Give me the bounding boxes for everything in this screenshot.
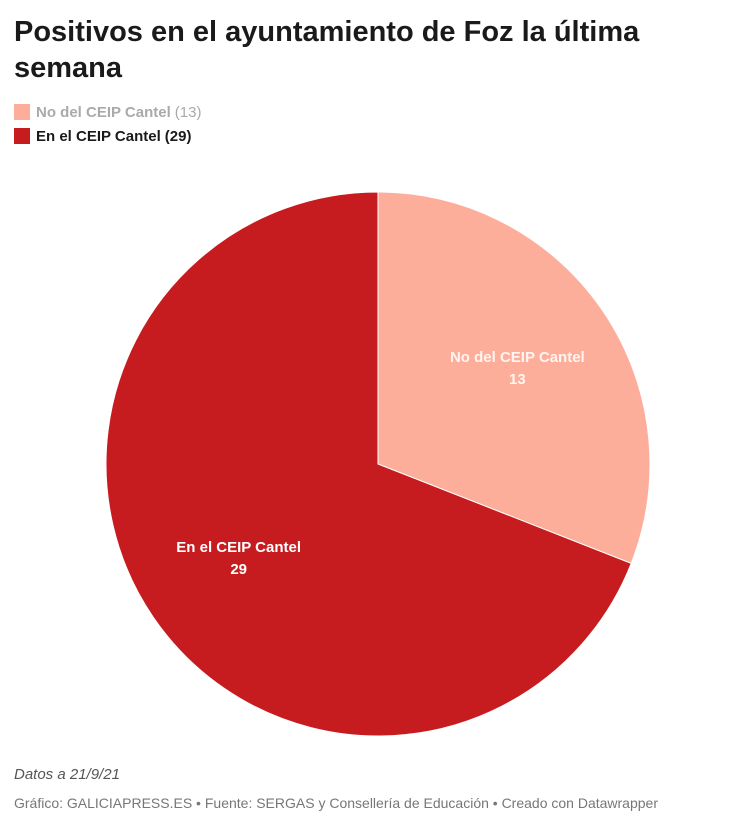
pie-slice — [377, 191, 651, 565]
slice-label: En el CEIP Cantel — [176, 539, 301, 556]
chart-title: Positivos en el ayuntamiento de Foz la ú… — [14, 16, 640, 84]
legend-swatch — [14, 104, 30, 120]
legend-label: En el CEIP Cantel — [36, 127, 161, 145]
legend-value: (13) — [174, 103, 202, 121]
legend-item: En el CEIP Cantel (29) — [14, 124, 201, 148]
legend-swatch — [14, 128, 30, 144]
legend-value: (29) — [164, 127, 192, 145]
legend-item: No del CEIP Cantel (13) — [14, 100, 201, 124]
slice-label: No del CEIP Cantel — [450, 349, 585, 366]
legend: No del CEIP Cantel (13) En el CEIP Cantel(… — [14, 100, 201, 148]
pie-slice — [105, 191, 632, 737]
legend-label: No del CEIP Cantel — [36, 103, 171, 121]
note: Datos a 21/9/21 — [14, 766, 120, 783]
slice-value: 29 — [230, 561, 247, 578]
source: Gráfico: GALICIAPRESS.ES • Fuente: SERGA… — [14, 795, 658, 811]
slice-value: 13 — [509, 371, 526, 388]
